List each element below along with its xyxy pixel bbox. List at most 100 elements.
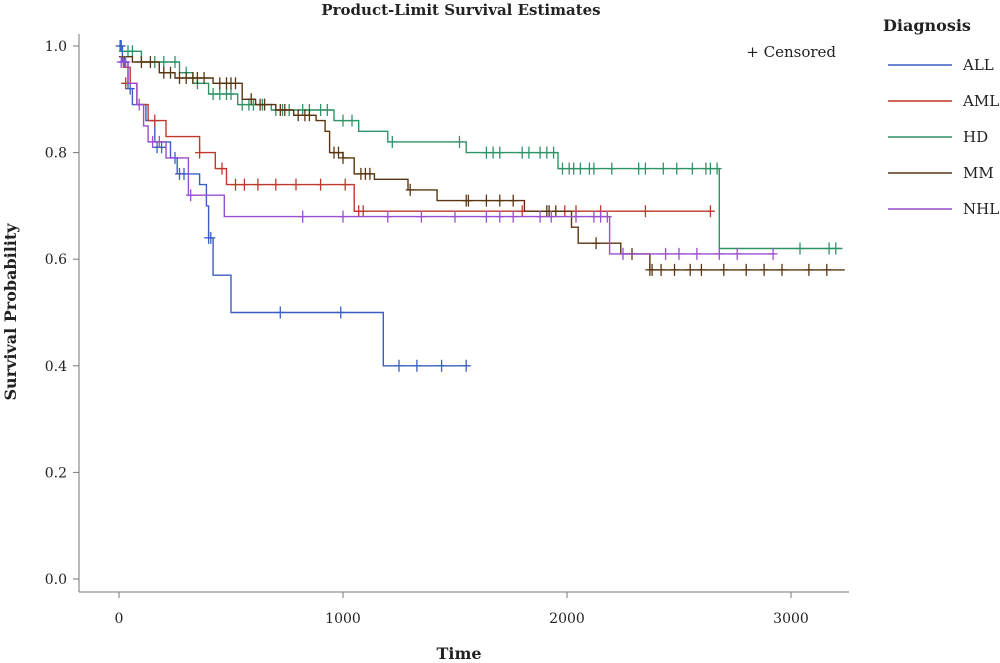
censor-mark-mm	[777, 263, 787, 276]
censor-mark-hd	[575, 162, 585, 175]
series-nhl	[116, 56, 778, 260]
x-tick-label: 1000	[325, 611, 361, 627]
censor-mark-hd	[640, 162, 650, 175]
censor-mark-mm	[696, 263, 706, 276]
censor-mark-mm	[759, 263, 769, 276]
censor-mark-aml	[195, 146, 205, 159]
series-line-aml	[119, 56, 713, 212]
censor-mark-all	[336, 306, 346, 319]
censor-mark-mm	[199, 72, 209, 84]
censor-mark-mm	[481, 194, 491, 207]
censor-mark-hd	[672, 162, 682, 175]
x-tick-label: 3000	[773, 611, 809, 627]
x-tick-label: 0	[115, 611, 124, 627]
censor-mark-nhl	[602, 210, 612, 223]
censor-mark-aml	[358, 205, 368, 218]
censor-mark-hd	[831, 242, 841, 255]
censor-mark-mm	[145, 56, 155, 68]
censor-mark-nhl	[571, 210, 581, 223]
censor-mark-nhl	[692, 247, 702, 260]
series-layer	[115, 40, 845, 372]
legend: Diagnosis ALL AML HD MM NHL	[883, 16, 999, 218]
axes: 0.0 0.2 0.4 0.6 0.8 1.0 0 1000 2000 3000	[45, 34, 849, 627]
censor-mark-hd	[322, 104, 332, 116]
legend-title: Diagnosis	[883, 16, 971, 35]
censor-mark-hd	[687, 162, 697, 175]
censor-mark-all	[179, 167, 189, 180]
censor-mark-mm	[719, 263, 729, 276]
legend-label-mm: MM	[963, 164, 994, 182]
censor-mark-mm	[304, 109, 314, 122]
censor-mark-aml	[640, 205, 650, 218]
censor-mark-all	[437, 359, 447, 372]
censor-mark-mm	[591, 237, 601, 250]
censor-mark-nhl	[298, 210, 308, 223]
censor-mark-nhl	[732, 247, 742, 260]
legend-label-nhl: NHL	[963, 200, 999, 218]
censor-mark-aml	[291, 178, 301, 191]
censor-mark-nhl	[416, 210, 426, 223]
censor-mark-mm	[822, 263, 832, 276]
censor-mark-mm	[338, 151, 348, 164]
censor-mark-nhl	[338, 210, 348, 223]
censor-mark-nhl	[508, 210, 518, 223]
censor-mark-mm	[495, 194, 505, 207]
censor-mark-mm	[804, 263, 814, 276]
series-mm	[119, 56, 845, 276]
censor-mark-mm	[463, 194, 473, 207]
censor-mark-hd	[589, 162, 599, 175]
censor-mark-mm	[166, 66, 175, 79]
censor-mark-hd	[549, 146, 559, 159]
censor-mark-mm	[508, 194, 518, 207]
censor-mark-aml	[239, 178, 249, 191]
x-tick-label: 2000	[549, 611, 585, 627]
censor-mark-all	[461, 359, 471, 372]
censor-mark-hd	[795, 242, 805, 255]
censor-mark-aml	[271, 178, 281, 191]
censor-mark-mm	[647, 263, 657, 276]
censor-mark-mm	[231, 77, 240, 90]
censor-mark-hd	[658, 162, 668, 175]
censor-mark-hd	[347, 114, 357, 127]
series-line-hd	[119, 50, 843, 250]
series-aml	[119, 56, 715, 218]
y-tick-label: 0.6	[45, 252, 67, 268]
censor-mark-mm	[405, 183, 415, 196]
censor-mark-mm	[260, 98, 270, 111]
censor-mark-all	[125, 82, 135, 95]
censor-note: + Censored	[746, 43, 836, 61]
censor-mark-mm	[551, 205, 561, 218]
censor-mark-aml	[217, 162, 227, 175]
y-tick-label: 0.4	[45, 359, 67, 375]
y-tick-label: 0.8	[45, 146, 67, 162]
censor-mark-nhl	[546, 210, 556, 223]
censor-mark-nhl	[481, 210, 491, 223]
censor-mark-nhl	[383, 210, 393, 223]
y-axis-title: Survival Probability	[1, 223, 20, 401]
censor-mark-nhl	[535, 210, 545, 223]
censor-mark-aml	[316, 178, 326, 191]
censor-mark-hd	[387, 135, 397, 148]
censor-mark-nhl	[154, 135, 164, 148]
censor-mark-hd	[712, 162, 722, 175]
censor-mark-nhl	[768, 247, 778, 260]
censor-mark-nhl	[661, 247, 671, 260]
censor-mark-nhl	[618, 247, 628, 260]
legend-label-all: ALL	[962, 56, 994, 74]
censor-mark-mm	[670, 263, 679, 276]
censor-mark-hd	[524, 146, 534, 159]
series-all	[115, 40, 471, 372]
y-tick-label: 0.2	[45, 465, 67, 481]
censor-mark-nhl	[121, 56, 131, 68]
censor-mark-hd	[495, 146, 505, 159]
series-line-all	[119, 45, 469, 367]
censor-mark-all	[412, 359, 422, 372]
censor-mark-mm	[280, 104, 290, 116]
censor-mark-all	[116, 40, 126, 52]
y-tick-label: 0.0	[45, 572, 67, 588]
legend-label-hd: HD	[963, 128, 988, 146]
censor-mark-hd	[170, 56, 180, 68]
censor-mark-mm	[685, 263, 695, 276]
censor-mark-nhl	[134, 98, 144, 111]
